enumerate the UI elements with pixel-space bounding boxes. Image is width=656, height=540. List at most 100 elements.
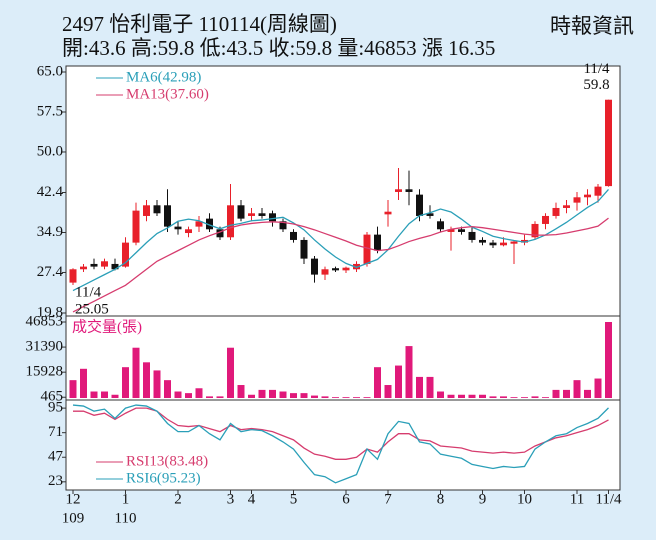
bar bbox=[164, 380, 171, 398]
y-tick-label: 23 bbox=[48, 473, 63, 489]
bar bbox=[542, 397, 549, 398]
y-tick-label: 95 bbox=[48, 400, 63, 416]
rsi-panel bbox=[65, 399, 621, 491]
legend-label: RSI13(83.48) bbox=[126, 453, 208, 469]
bar bbox=[300, 393, 308, 398]
bar bbox=[143, 362, 150, 398]
candle-body bbox=[342, 267, 350, 271]
x-tick-label: 11 bbox=[570, 491, 584, 507]
y-tick-label: 47 bbox=[48, 449, 64, 465]
bar bbox=[227, 347, 234, 398]
legend-label: MA13(37.60) bbox=[126, 86, 209, 102]
bar bbox=[594, 378, 602, 398]
bar bbox=[363, 397, 371, 398]
candle-body bbox=[290, 231, 297, 240]
bar bbox=[447, 394, 455, 398]
bar bbox=[552, 389, 560, 398]
annotation-value: 25.05 bbox=[75, 301, 109, 317]
candle-body bbox=[258, 213, 266, 216]
y-tick-label: 34.9 bbox=[37, 224, 63, 240]
bar bbox=[174, 391, 182, 398]
bar bbox=[489, 396, 497, 398]
candle-body bbox=[122, 242, 129, 267]
candle-body bbox=[311, 258, 318, 275]
candle-body bbox=[542, 215, 549, 224]
x-tick-label: 2 bbox=[174, 491, 182, 507]
bar bbox=[101, 391, 108, 398]
candle-body bbox=[216, 229, 224, 238]
candle-body bbox=[237, 205, 245, 219]
bar bbox=[237, 385, 245, 398]
candle-body bbox=[300, 239, 308, 259]
x-tick-label: 9 bbox=[479, 491, 487, 507]
candle-body bbox=[395, 189, 402, 192]
bar bbox=[269, 389, 276, 398]
bar bbox=[111, 394, 119, 398]
candle-body bbox=[416, 194, 423, 216]
annotation: 11/4 bbox=[583, 61, 610, 77]
legend-label: MA6(42.98) bbox=[126, 69, 201, 85]
bar bbox=[395, 365, 402, 398]
bar bbox=[353, 397, 360, 398]
candle-body bbox=[332, 268, 339, 271]
line bbox=[73, 407, 609, 460]
x-tick-label: 3 bbox=[227, 491, 235, 507]
x-tick-label: 10 bbox=[517, 491, 532, 507]
y-tick-label: 57.5 bbox=[37, 103, 63, 119]
line bbox=[72, 217, 609, 313]
candle-body bbox=[479, 239, 486, 243]
bar bbox=[279, 391, 287, 398]
line bbox=[72, 404, 609, 484]
candle-body bbox=[174, 226, 182, 230]
x-tick-label: 7 bbox=[384, 491, 392, 507]
bar bbox=[248, 394, 255, 398]
annotation: 11/4 bbox=[75, 284, 102, 300]
bar bbox=[122, 367, 129, 398]
candle-body bbox=[195, 221, 203, 227]
bar bbox=[584, 389, 591, 398]
candle-body bbox=[269, 213, 276, 222]
bar bbox=[153, 370, 161, 398]
x-tick-label: 5 bbox=[290, 491, 298, 507]
candle-body bbox=[80, 266, 87, 270]
x-tick-label: 1 bbox=[122, 491, 130, 507]
x-tick-label: 11/4 bbox=[595, 491, 622, 507]
candle-body bbox=[353, 263, 360, 270]
legend-label: RSI6(95.23) bbox=[126, 470, 201, 486]
x-tick-label: 4 bbox=[248, 491, 256, 507]
bar bbox=[405, 346, 413, 398]
bar bbox=[206, 396, 213, 398]
candle-body bbox=[605, 99, 612, 187]
bar bbox=[521, 397, 528, 398]
candle-body bbox=[405, 189, 413, 192]
candle-body bbox=[90, 263, 98, 267]
candle-body bbox=[164, 205, 171, 227]
y-tick-label: 15928 bbox=[26, 364, 64, 380]
candle-body bbox=[573, 197, 581, 203]
bar bbox=[90, 391, 98, 398]
candle-body bbox=[521, 239, 528, 243]
candle-body bbox=[437, 221, 444, 230]
x-tick-label: 12 bbox=[66, 491, 81, 507]
y-tick-label: 42.4 bbox=[37, 184, 64, 200]
bar bbox=[605, 322, 612, 398]
y-tick-label: 27.4 bbox=[37, 264, 64, 280]
subtitle: 開:43.6 高:59.8 低:43.5 收:59.8 量:46853 漲 16… bbox=[62, 36, 495, 60]
bar bbox=[500, 396, 507, 398]
candle-body bbox=[227, 205, 234, 238]
candle-body bbox=[531, 223, 539, 238]
bar bbox=[479, 394, 486, 398]
bar bbox=[290, 393, 297, 398]
candle-body bbox=[101, 261, 108, 267]
candle-body bbox=[206, 218, 213, 230]
candle-body bbox=[426, 213, 434, 216]
candle-body bbox=[248, 213, 255, 216]
bar bbox=[531, 396, 539, 398]
bar bbox=[342, 397, 350, 398]
candle-body bbox=[489, 242, 497, 246]
candle-body bbox=[563, 205, 570, 208]
bar bbox=[458, 394, 465, 398]
bar bbox=[573, 380, 581, 398]
